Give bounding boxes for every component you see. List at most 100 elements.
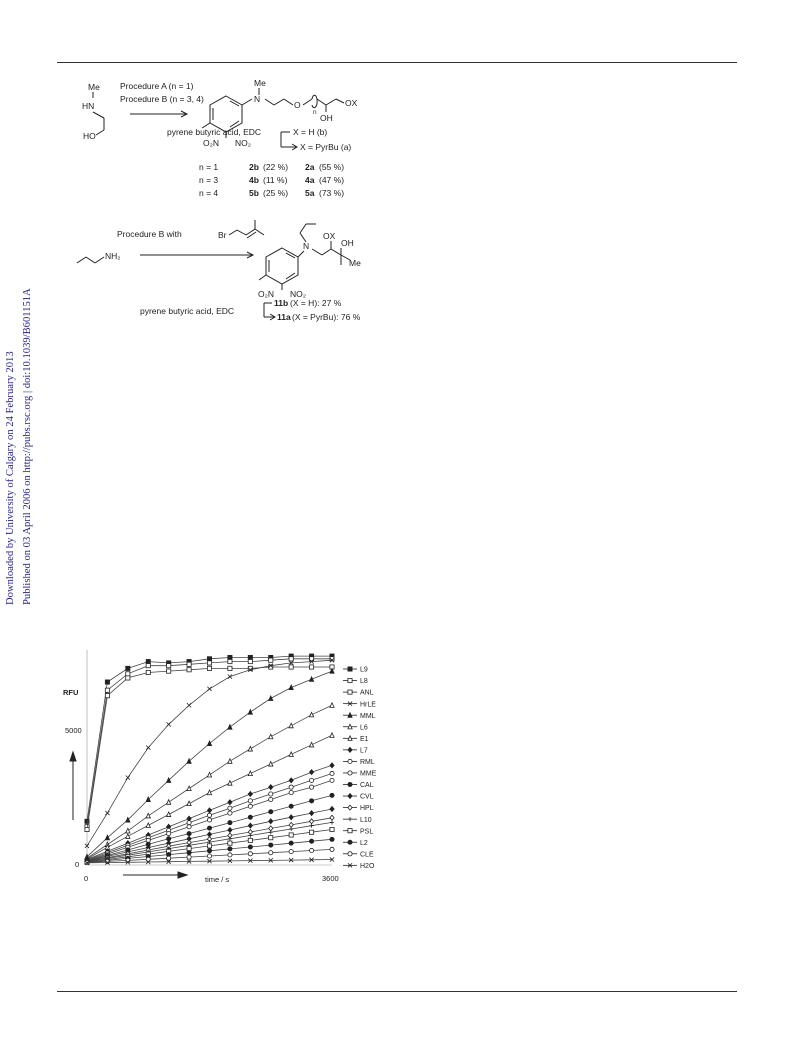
scheme1-reagent: pyrene butyric acid, EDC bbox=[167, 127, 261, 137]
legend-item-l6: L6 bbox=[343, 723, 368, 731]
product-ether-oxygen: O bbox=[294, 100, 301, 110]
scheme2-cpd-11a: 11a bbox=[277, 312, 291, 322]
data-point-l8 bbox=[186, 661, 192, 667]
legend-item-e1: E1 bbox=[343, 734, 369, 743]
legend-marker bbox=[347, 839, 353, 845]
data-point-psl bbox=[288, 832, 294, 838]
data-point-anl bbox=[84, 826, 90, 832]
series-l8 bbox=[84, 656, 335, 830]
data-point-mml bbox=[268, 694, 274, 701]
data-point-l10 bbox=[289, 826, 294, 832]
data-point-cle bbox=[329, 846, 335, 852]
legend-label: L7 bbox=[360, 747, 368, 754]
data-point-hrle bbox=[186, 702, 192, 708]
data-point-l6 bbox=[145, 812, 151, 819]
data-point-hrle bbox=[329, 657, 335, 663]
data-point-l10 bbox=[248, 833, 253, 838]
legend-item-rml: RML bbox=[343, 758, 375, 766]
data-point-mme bbox=[166, 831, 172, 837]
data-point-anl bbox=[247, 665, 253, 671]
scheme-2: Procedure B with Br NH₂ N OX OH Me O₂N N… bbox=[76, 220, 361, 322]
data-point-h2o bbox=[227, 858, 233, 864]
data-point-l6 bbox=[206, 771, 213, 778]
result-n-3: n = 3 bbox=[199, 175, 218, 185]
legend-item-l7: L7 bbox=[343, 746, 368, 754]
series-e1 bbox=[84, 731, 335, 862]
result-yield-5b: (25 %) bbox=[263, 188, 288, 198]
data-point-l2 bbox=[247, 844, 253, 850]
data-point-psl bbox=[206, 843, 212, 849]
result-cpd-5a: 5a bbox=[305, 188, 315, 198]
data-point-anl bbox=[145, 669, 151, 675]
data-point-l6 bbox=[329, 701, 335, 708]
data-point-psl bbox=[309, 829, 315, 835]
result-yield-2a: (55 %) bbox=[319, 162, 344, 172]
branch-b-label: X = H (b) bbox=[293, 127, 327, 137]
scheme2-product-methyl: Me bbox=[349, 258, 361, 268]
data-point-l10 bbox=[329, 820, 335, 825]
result-yield-5a: (73 %) bbox=[319, 188, 344, 198]
data-point-cal bbox=[186, 831, 192, 837]
result-cpd-4a: 4a bbox=[305, 175, 315, 185]
result-n-1: n = 1 bbox=[199, 162, 218, 172]
scheme2-procedure-label: Procedure B with bbox=[117, 229, 182, 239]
data-point-anl bbox=[186, 667, 192, 673]
data-point-hrle bbox=[125, 775, 131, 780]
data-point-hpl bbox=[308, 818, 315, 825]
data-point-l2 bbox=[206, 848, 212, 854]
series-h2o bbox=[84, 857, 335, 866]
data-point-rml bbox=[288, 784, 294, 790]
data-point-hrle bbox=[227, 674, 233, 679]
legend-marker bbox=[347, 781, 353, 787]
data-point-psl bbox=[268, 835, 274, 841]
legend-marker bbox=[347, 734, 353, 741]
legend-label: CAL bbox=[360, 782, 374, 789]
legend-marker bbox=[347, 689, 353, 695]
y-direction-arrow bbox=[69, 750, 77, 820]
data-point-cvl bbox=[308, 809, 315, 817]
data-point-l2 bbox=[268, 842, 274, 848]
data-point-l8 bbox=[166, 663, 172, 669]
data-point-mme bbox=[329, 777, 335, 783]
legend-item-psl: PSL bbox=[343, 828, 373, 835]
result-yield-2b: (22 %) bbox=[263, 162, 288, 172]
data-point-l6 bbox=[308, 711, 315, 718]
data-point-rml bbox=[309, 777, 315, 783]
data-point-cal bbox=[329, 792, 335, 798]
data-point-e1 bbox=[329, 731, 335, 738]
data-point-l7 bbox=[308, 769, 315, 776]
data-point-e1 bbox=[308, 741, 315, 748]
product-no2: NO₂ bbox=[235, 138, 251, 148]
data-point-hrle bbox=[288, 660, 294, 666]
result-cpd-4b: 4b bbox=[249, 175, 259, 185]
data-point-e1 bbox=[186, 800, 192, 807]
scheme2-branch-b-text: (X = H): 27 % bbox=[290, 298, 342, 308]
result-yield-4b: (11 %) bbox=[263, 175, 288, 185]
data-point-mml bbox=[125, 816, 131, 823]
legend-item-mml: MML bbox=[343, 711, 376, 720]
data-point-l7 bbox=[288, 777, 294, 784]
data-point-e1 bbox=[165, 811, 172, 817]
data-point-l8 bbox=[309, 656, 315, 662]
sidebar-published-line[interactable]: Published on 03 April 2006 on http://pub… bbox=[22, 288, 33, 605]
data-point-anl bbox=[166, 668, 172, 674]
data-point-mme bbox=[309, 784, 315, 790]
data-point-h2o bbox=[125, 859, 131, 865]
scheme-1: Me HN HO Procedure A (n = 1) Procedure B… bbox=[82, 78, 358, 198]
sidebar-download-line[interactable]: Downloaded by University of Calgary on 2… bbox=[5, 351, 16, 605]
legend-item-cvl: CVL bbox=[343, 792, 374, 801]
data-point-cle bbox=[145, 856, 151, 862]
data-point-cvl bbox=[268, 818, 274, 825]
data-point-anl bbox=[309, 664, 315, 670]
result-n-4: n = 4 bbox=[199, 188, 218, 198]
data-point-l2 bbox=[227, 846, 233, 852]
product-o2n: O₂N bbox=[203, 138, 219, 148]
legend-label: ANL bbox=[360, 690, 374, 697]
data-point-l8 bbox=[145, 663, 151, 669]
legend-label: MML bbox=[360, 713, 376, 720]
data-point-l9 bbox=[125, 665, 131, 671]
y-tick-5000: 5000 bbox=[65, 726, 82, 735]
scheme2-amine: NH₂ bbox=[105, 251, 121, 261]
legend-label: L9 bbox=[360, 667, 368, 674]
scheme2-bromine: Br bbox=[218, 230, 227, 240]
